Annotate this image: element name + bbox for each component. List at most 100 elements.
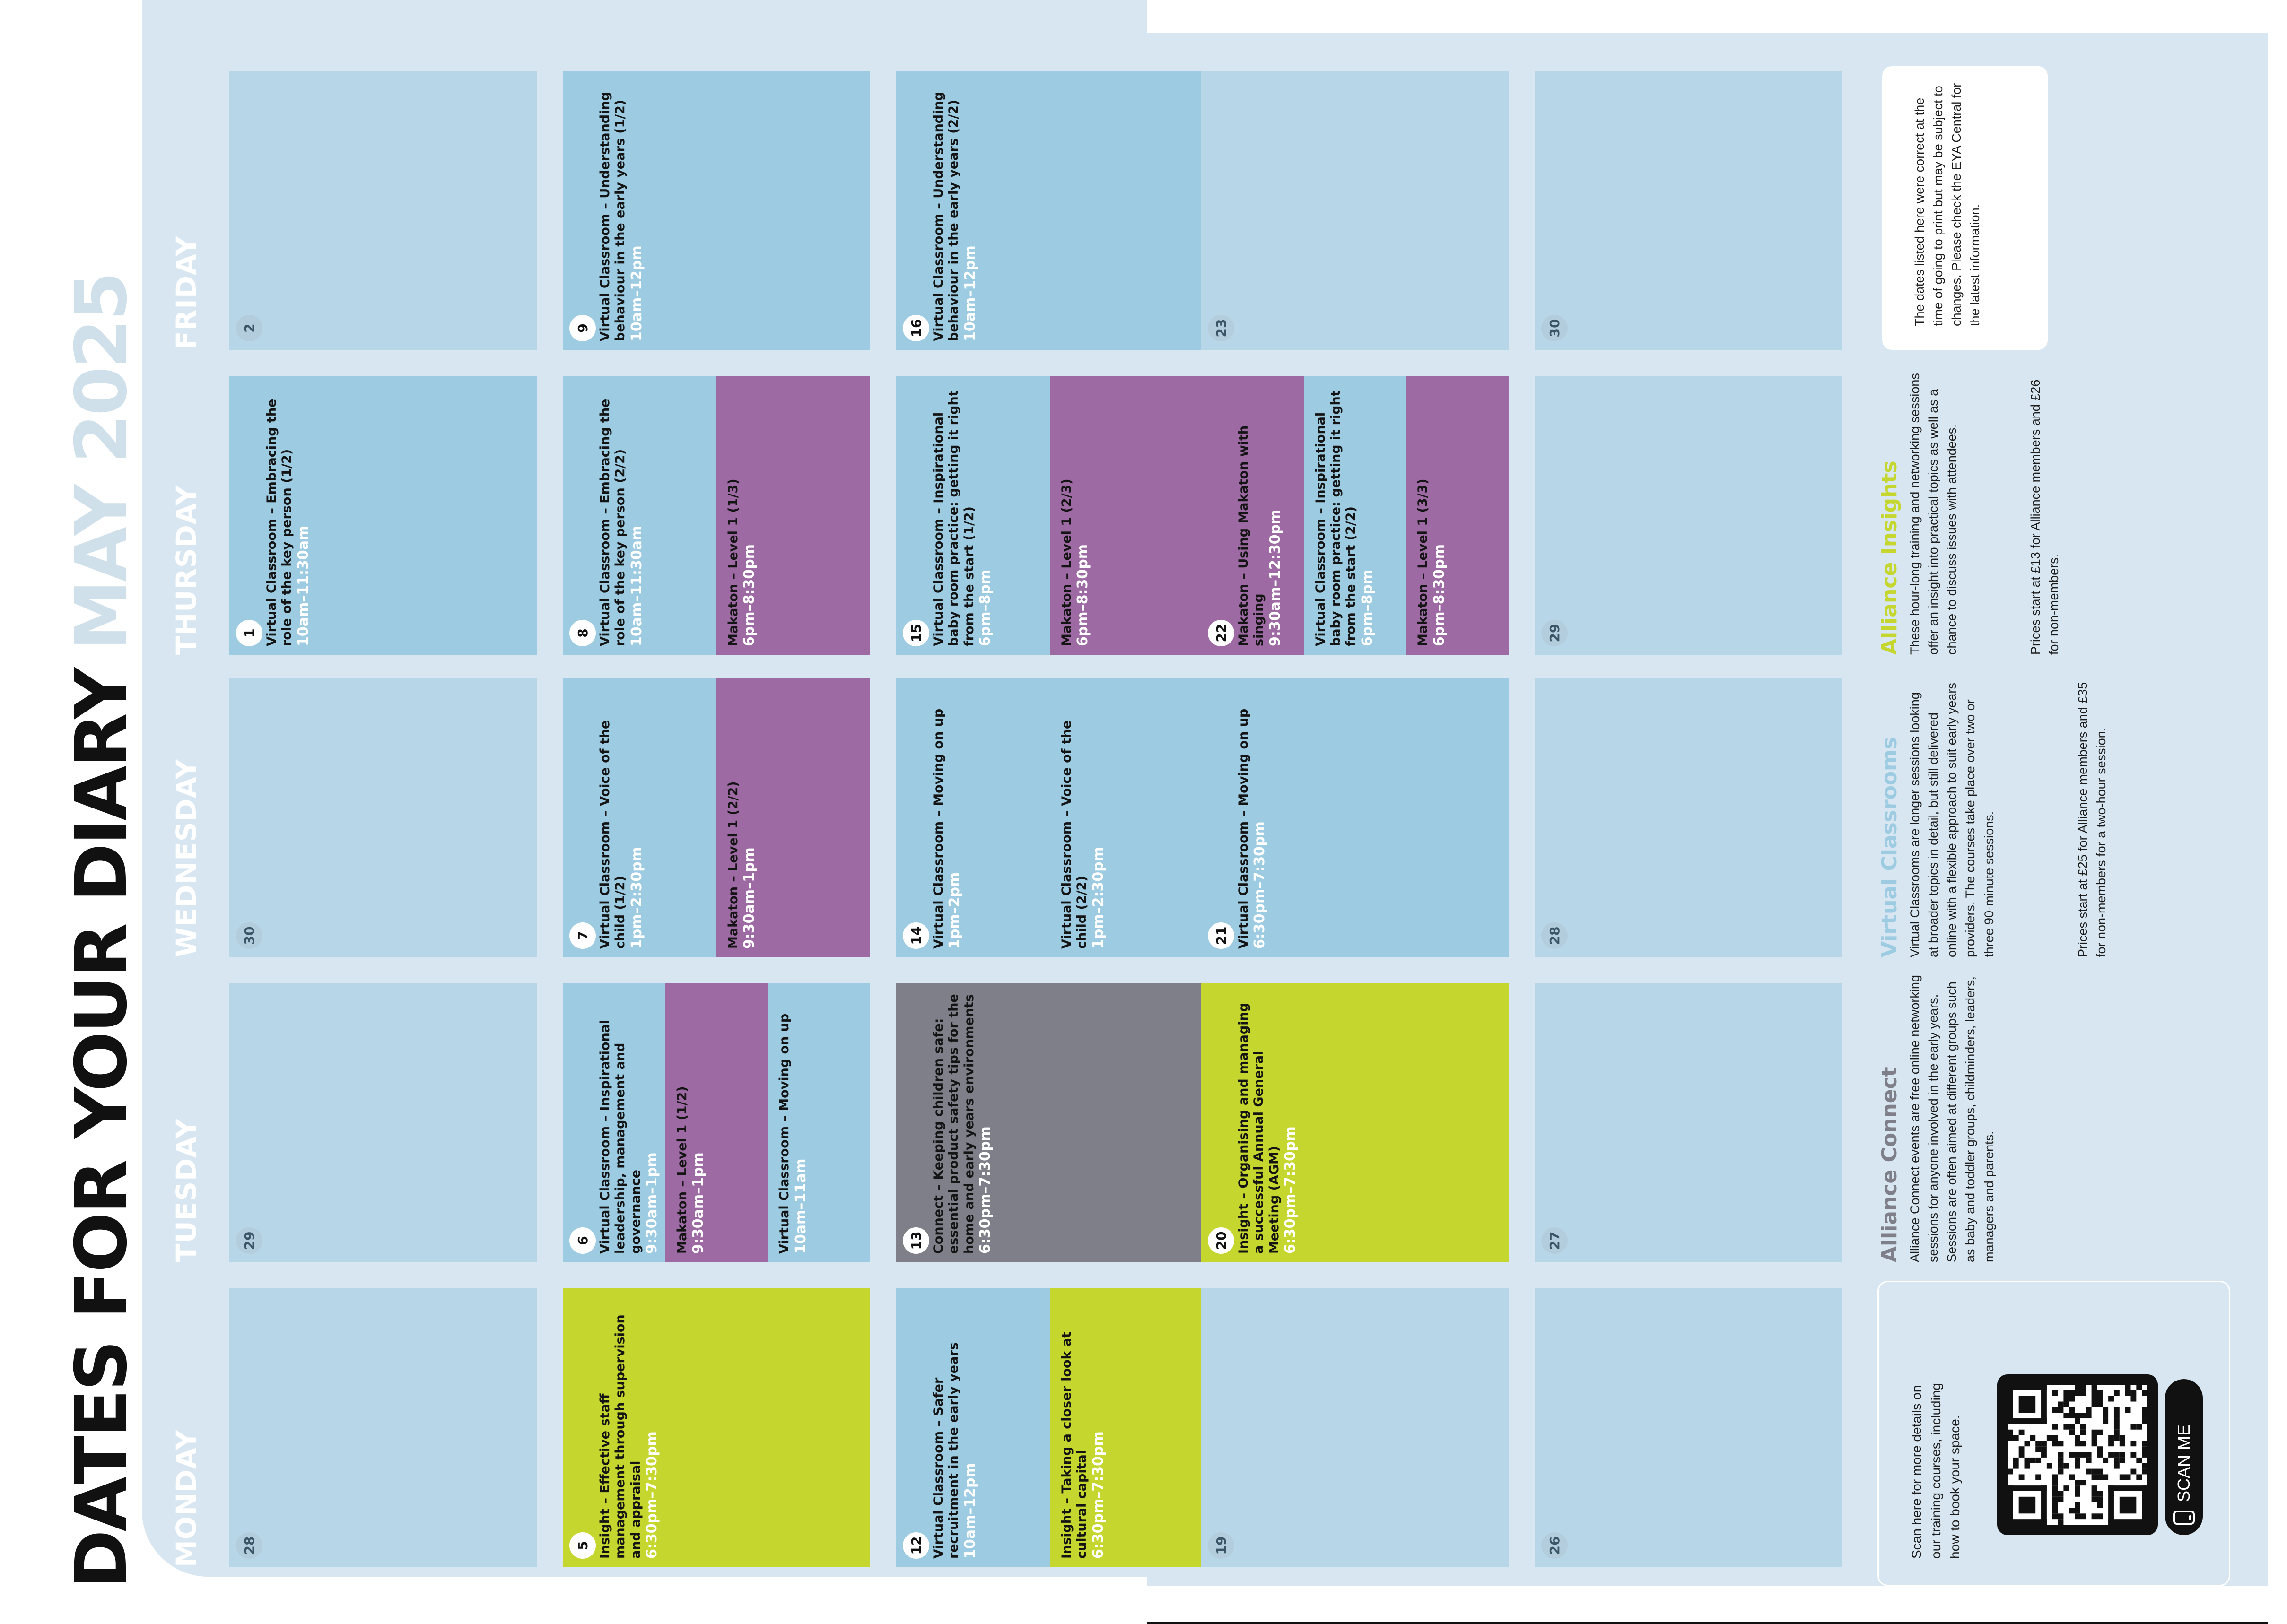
qr-module xyxy=(2091,1485,2097,1491)
event-card[interactable]: Virtual Classroom – Moving on up 10am–11a… xyxy=(768,983,870,1262)
event-title: Virtual Classroom – Moving on up 6:30pm–7… xyxy=(1236,685,1268,949)
day-cell: Insight – Effective staff management thr… xyxy=(563,1288,870,1567)
qr-module xyxy=(2091,1385,2097,1390)
qr-module xyxy=(2052,1424,2058,1430)
qr-pattern xyxy=(2008,1385,2147,1525)
notice-text: The dates listed here were correct at th… xyxy=(1912,83,1982,326)
qr-module xyxy=(2097,1502,2103,1508)
qr-module xyxy=(2024,1463,2030,1469)
qr-module xyxy=(2142,1452,2147,1458)
qr-module xyxy=(2041,1452,2047,1458)
scan-me-button[interactable]: SCAN ME xyxy=(2165,1379,2203,1535)
qr-module xyxy=(2142,1441,2147,1447)
event-card[interactable]: Virtual Classroom – Moving on up 1pm–2pm xyxy=(896,678,1050,957)
event-card[interactable]: Virtual Classroom – Understanding behavi… xyxy=(563,71,870,350)
event-card[interactable]: Virtual Classroom – Voice of the child (… xyxy=(563,678,716,957)
qr-module xyxy=(2030,1435,2036,1441)
qr-module xyxy=(2024,1457,2030,1463)
qr-module xyxy=(2046,1463,2052,1469)
qr-module xyxy=(2069,1508,2075,1514)
event-title: Virtual Classroom – Inspirational baby r… xyxy=(1313,382,1376,646)
event-time: 6pm–8pm xyxy=(1359,569,1376,646)
qr-module xyxy=(2052,1502,2058,1508)
event-card[interactable]: Insight – Taking a closer look at cultur… xyxy=(1050,1288,1204,1567)
qr-module xyxy=(2086,1407,2092,1413)
qr-module xyxy=(2013,1435,2019,1441)
qr-module xyxy=(2069,1413,2075,1419)
qr-module xyxy=(2113,1463,2120,1469)
qr-module xyxy=(2080,1385,2086,1390)
qr-module xyxy=(2091,1401,2097,1407)
event-time: 10am–12pm xyxy=(628,245,645,341)
event-card[interactable]: Makaton – Level 1 (2/3) 6pm–8:30pm xyxy=(1050,376,1204,655)
event-card[interactable]: Makaton – Level 1 (1/2) 9:30am–1pm xyxy=(665,983,768,1262)
event-card[interactable]: Insight – Organising and managing a succ… xyxy=(1201,983,1509,1262)
event-card[interactable]: Virtual Classroom – Embracing the role o… xyxy=(563,376,716,655)
day-cell: Makaton – Using Makaton with singing 9:30… xyxy=(1201,376,1509,655)
qr-module xyxy=(2097,1496,2103,1502)
qr-code[interactable] xyxy=(1997,1374,2158,1535)
event-name: Makaton – Level 1 (1/2) xyxy=(674,1086,690,1254)
qr-module xyxy=(2097,1446,2103,1452)
event-name: Virtual Classroom – Inspirational baby r… xyxy=(1313,390,1359,646)
event-time: 10am–11:30am xyxy=(295,525,312,646)
event-card[interactable]: Makaton – Level 1 (3/3) 6pm–8:30pm xyxy=(1406,376,1509,655)
qr-module xyxy=(2080,1424,2086,1430)
event-name: Insight – Effective staff management thr… xyxy=(598,1314,643,1559)
qr-module xyxy=(2069,1407,2075,1413)
qr-module xyxy=(2052,1435,2058,1441)
qr-module xyxy=(2075,1502,2080,1508)
qr-module xyxy=(2052,1390,2058,1396)
event-title: Connect – Keeping children safe: essenti… xyxy=(931,990,994,1254)
qr-module xyxy=(2097,1401,2103,1407)
qr-module xyxy=(2052,1474,2058,1480)
event-card[interactable]: Insight – Effective staff management thr… xyxy=(563,1288,870,1567)
event-card[interactable]: Makaton – Level 1 (1/3) 6pm–8:30pm xyxy=(716,376,870,655)
event-time: 6pm–8:30pm xyxy=(1431,544,1448,646)
qr-module xyxy=(2130,1396,2137,1402)
qr-module xyxy=(2052,1485,2058,1491)
classrooms-title: Virtual Classrooms xyxy=(1877,737,1902,957)
event-card[interactable]: Virtual Classroom – Inspirational baby r… xyxy=(896,376,1050,655)
event-name: Virtual Classroom – Moving on up xyxy=(931,708,946,949)
event-name: Virtual Classroom – Voice of the child (… xyxy=(598,720,628,949)
event-card[interactable]: Virtual Classroom – Moving on up 6:30pm–7… xyxy=(1201,678,1509,957)
qr-module xyxy=(2041,1446,2047,1452)
event-card[interactable]: Virtual Classroom – Understanding behavi… xyxy=(896,71,1204,350)
event-card[interactable]: Makaton – Level 1 (2/2) 9:30am–1pm xyxy=(716,678,870,957)
qr-module xyxy=(2097,1474,2103,1480)
qr-module xyxy=(2142,1413,2147,1419)
event-card[interactable]: Virtual Classroom – Voice of the child (… xyxy=(1050,678,1204,957)
qr-module xyxy=(2103,1418,2109,1424)
event-card[interactable]: Virtual Classroom – Safer recruitment in… xyxy=(896,1288,1050,1567)
qr-module xyxy=(2018,1452,2025,1458)
qr-module xyxy=(2108,1435,2114,1441)
event-card[interactable]: Virtual Classroom – Inspirational leader… xyxy=(563,983,665,1262)
event-name: Virtual Classroom – Understanding behavi… xyxy=(931,92,961,341)
event-card[interactable]: Virtual Classroom – Embracing the role o… xyxy=(229,376,537,655)
qr-module xyxy=(2058,1407,2064,1413)
weekday-monday: MONDAY xyxy=(170,1429,202,1567)
event-card[interactable]: Makaton – Using Makaton with singing 9:30… xyxy=(1201,376,1304,655)
qr-module xyxy=(2075,1491,2080,1497)
qr-module xyxy=(2063,1390,2069,1396)
event-title: Virtual Classroom – Safer recruitment in… xyxy=(931,1295,979,1559)
qr-module xyxy=(2086,1452,2092,1458)
qr-module xyxy=(2119,1452,2125,1458)
date-badge: 28 xyxy=(236,1532,262,1559)
event-card[interactable]: Virtual Classroom – Inspirational baby r… xyxy=(1304,376,1406,655)
insights-prices: Prices start at £13 for Alliance members… xyxy=(2028,379,2061,655)
qr-module xyxy=(2142,1390,2147,1396)
event-title: Makaton – Using Makaton with singing 9:30… xyxy=(1236,382,1284,646)
qr-module xyxy=(2103,1407,2109,1413)
day-cell: 30 xyxy=(1535,71,1842,350)
qr-module xyxy=(2008,1385,2047,1390)
date-badge: 30 xyxy=(1541,315,1568,341)
event-time: 1pm–2:30pm xyxy=(628,847,645,949)
qr-module xyxy=(2113,1407,2120,1413)
event-time: 6:30pm–7:30pm xyxy=(1251,821,1268,949)
event-card[interactable]: Connect – Keeping children safe: essenti… xyxy=(896,983,1204,1262)
date-badge: 7 xyxy=(569,922,596,949)
qr-module xyxy=(2035,1446,2042,1452)
